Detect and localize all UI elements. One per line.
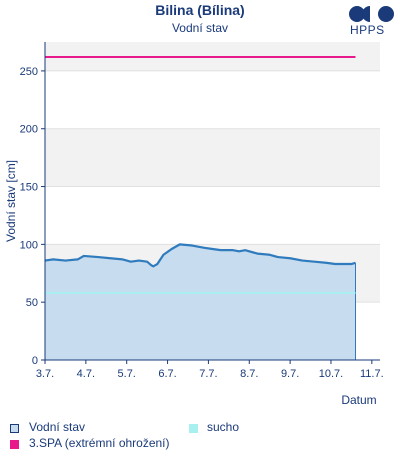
- grid-band: [45, 186, 380, 245]
- x-tick-label: 11.7.: [360, 368, 384, 380]
- x-tick-label: 6.7.: [158, 368, 176, 380]
- level-line: [44, 243, 356, 268]
- x-tick-label: 8.7.: [240, 368, 258, 380]
- x-tick-label: 10.7.: [319, 368, 343, 380]
- chart-subtitle: Vodní stav: [171, 21, 229, 35]
- y-tick-label: 150: [20, 182, 38, 194]
- y-tick-label: 100: [20, 239, 38, 251]
- chart-title: Bilina (Bílina): [155, 2, 245, 18]
- x-tick-label: 7.7.: [199, 368, 217, 380]
- grid-band: [45, 70, 380, 129]
- legend-spa3-label: 3.SPA (extrémní ohrožení): [29, 436, 170, 450]
- y-tick-label: 200: [20, 124, 38, 136]
- legend-level-swatch: [10, 424, 19, 433]
- x-tick-label: 3.7.: [36, 368, 54, 380]
- legend-drought-swatch: [189, 424, 198, 433]
- x-tick-label: 4.7.: [77, 368, 95, 380]
- y-tick-label: 0: [32, 355, 38, 367]
- x-tick-label: 9.7.: [281, 368, 299, 380]
- y-axis-title: Vodní stav [cm]: [4, 160, 18, 242]
- legend-spa3-swatch: [10, 440, 19, 449]
- level-area: [45, 244, 356, 360]
- y-tick-label: 50: [26, 297, 38, 309]
- hpps-logo-icon: [349, 6, 394, 22]
- x-tick-label: 5.7.: [118, 368, 136, 380]
- legend-drought-label: sucho: [207, 420, 240, 434]
- logo-text: HPPS: [350, 23, 385, 37]
- y-tick-label: 250: [20, 66, 38, 78]
- grid-band: [45, 128, 380, 187]
- x-axis-title: Datum: [341, 393, 376, 407]
- legend-level-label: Vodní stav: [29, 420, 86, 434]
